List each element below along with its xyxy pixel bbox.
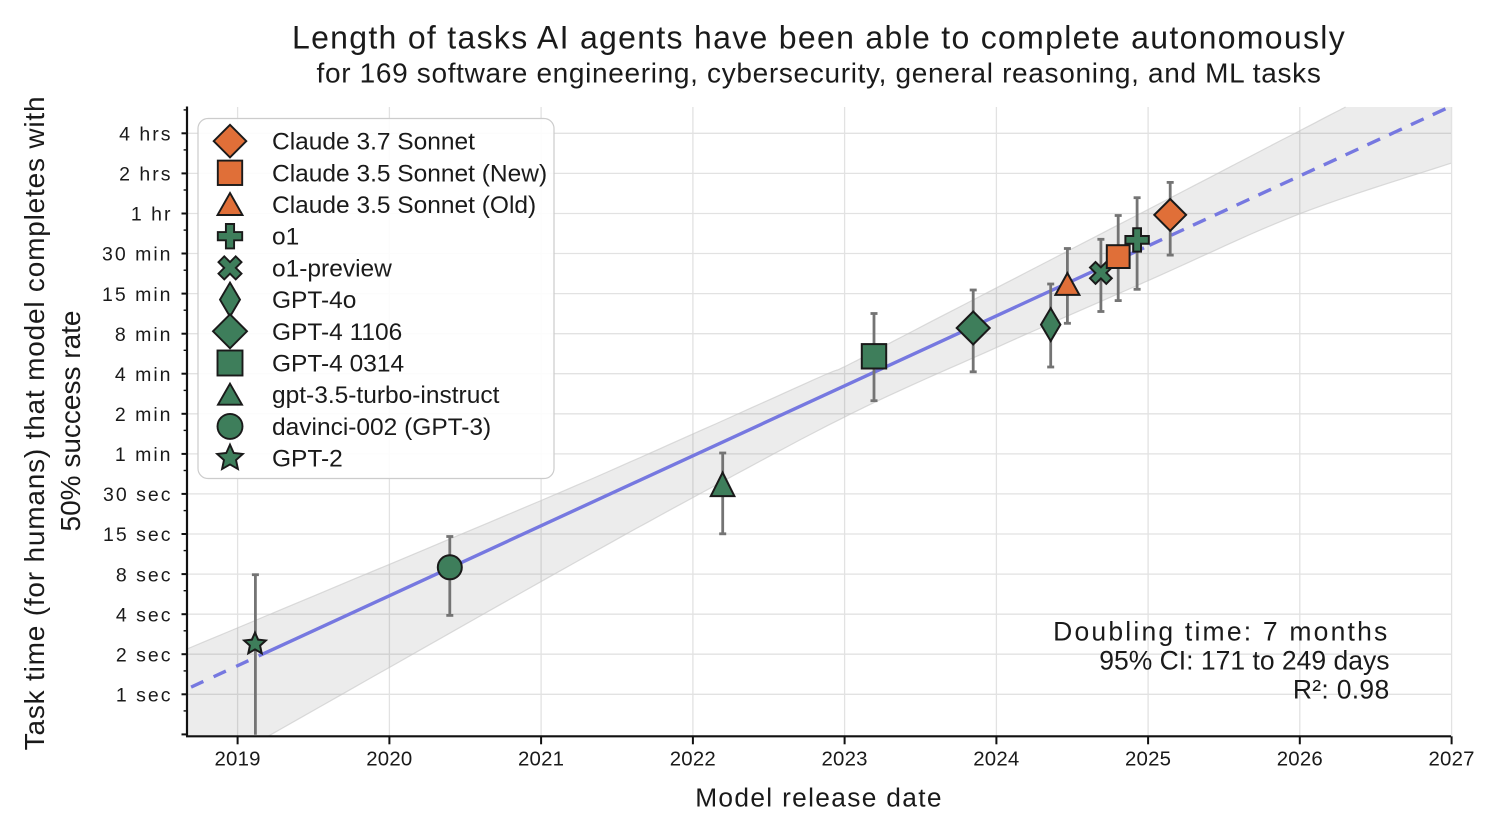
svg-text:8 sec: 8 sec xyxy=(116,564,173,586)
svg-text:30 min: 30 min xyxy=(102,244,173,266)
svg-text:2025: 2025 xyxy=(1125,749,1171,771)
svg-text:50% success rate: 50% success rate xyxy=(55,311,86,532)
svg-text:for 169 software engineering,: for 169 software engineering, cybersecur… xyxy=(317,58,1322,89)
svg-text:2 sec: 2 sec xyxy=(116,644,173,666)
svg-text:2020: 2020 xyxy=(366,749,412,771)
svg-text:15 sec: 15 sec xyxy=(103,524,172,546)
svg-text:30 sec: 30 sec xyxy=(103,484,172,506)
svg-text:4 min: 4 min xyxy=(115,364,173,386)
svg-text:2 min: 2 min xyxy=(115,404,173,426)
svg-text:8 min: 8 min xyxy=(115,324,173,346)
svg-text:2023: 2023 xyxy=(822,749,868,771)
svg-text:GPT-4 1106: GPT-4 1106 xyxy=(272,319,402,346)
svg-text:4 hrs: 4 hrs xyxy=(119,124,172,146)
svg-text:gpt-3.5-turbo-instruct: gpt-3.5-turbo-instruct xyxy=(272,382,500,409)
svg-text:Claude 3.5 Sonnet (New): Claude 3.5 Sonnet (New) xyxy=(272,160,547,187)
svg-text:Claude 3.5 Sonnet (Old): Claude 3.5 Sonnet (Old) xyxy=(272,192,536,219)
svg-text:o1: o1 xyxy=(272,224,299,251)
svg-text:o1-preview: o1-preview xyxy=(272,255,392,282)
svg-text:1 sec: 1 sec xyxy=(116,685,173,707)
svg-text:1 hr: 1 hr xyxy=(131,204,173,226)
svg-text:GPT-2: GPT-2 xyxy=(272,446,343,473)
svg-text:15 min: 15 min xyxy=(102,284,173,306)
svg-text:R²: 0.98: R²: 0.98 xyxy=(1293,675,1390,705)
svg-text:1 min: 1 min xyxy=(115,444,173,466)
svg-text:2026: 2026 xyxy=(1277,749,1323,771)
svg-text:2 hrs: 2 hrs xyxy=(119,164,172,186)
svg-text:davinci-002 (GPT-3): davinci-002 (GPT-3) xyxy=(272,414,491,441)
svg-text:95% CI: 171 to 249 days: 95% CI: 171 to 249 days xyxy=(1099,646,1389,676)
svg-text:Claude 3.7 Sonnet: Claude 3.7 Sonnet xyxy=(272,129,475,156)
svg-text:4 sec: 4 sec xyxy=(116,604,173,626)
svg-text:Model release date: Model release date xyxy=(695,783,943,813)
svg-text:Task time (for humans) that mo: Task time (for humans) that model comple… xyxy=(19,96,50,751)
svg-text:GPT-4o: GPT-4o xyxy=(272,287,356,314)
svg-text:Doubling time: 7 months: Doubling time: 7 months xyxy=(1053,617,1389,647)
svg-text:2019: 2019 xyxy=(215,749,261,771)
svg-text:2021: 2021 xyxy=(518,749,564,771)
svg-text:2027: 2027 xyxy=(1429,749,1475,771)
svg-text:GPT-4 0314: GPT-4 0314 xyxy=(272,351,404,378)
svg-text:2024: 2024 xyxy=(973,749,1019,771)
svg-text:2022: 2022 xyxy=(670,749,716,771)
svg-text:Length of tasks AI agents have: Length of tasks AI agents have been able… xyxy=(292,20,1346,56)
